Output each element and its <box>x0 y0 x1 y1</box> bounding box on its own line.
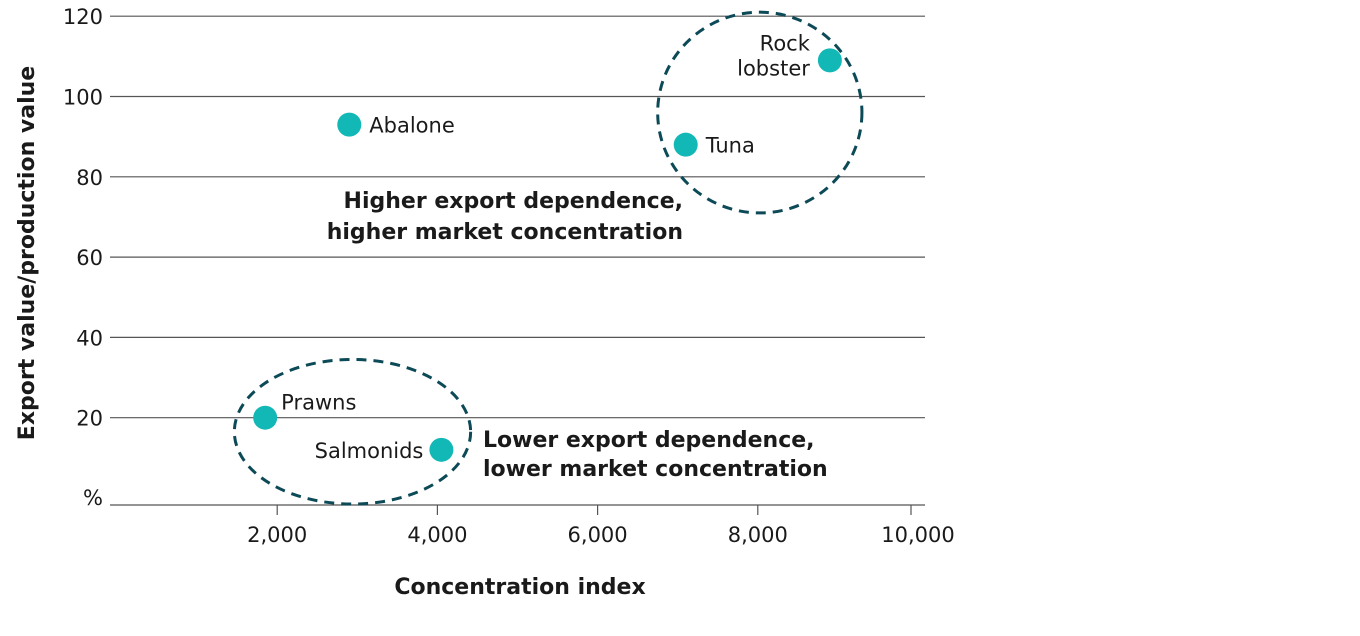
point-label: Salmonids <box>315 439 424 463</box>
x-tick-label: 10,000 <box>881 523 954 547</box>
point-label: Abalone <box>369 114 454 138</box>
y-tick-label: 60 <box>76 246 103 270</box>
annotation-higher: Higher export dependence, <box>344 189 683 214</box>
y-unit-label: % <box>83 486 103 510</box>
point-label: Prawns <box>281 391 356 415</box>
y-tick-label: 120 <box>63 5 103 29</box>
data-point <box>429 437 454 462</box>
x-tick-label: 8,000 <box>728 523 788 547</box>
group-ellipse <box>232 357 473 506</box>
annotation-higher: higher market concentration <box>327 220 683 245</box>
x-axis-title: Concentration index <box>394 575 645 600</box>
data-point <box>337 112 362 137</box>
point-label: Tuna <box>705 134 755 158</box>
y-tick-label: 40 <box>76 326 103 350</box>
y-tick-label: 80 <box>76 166 103 190</box>
y-tick-label: 100 <box>63 86 103 110</box>
point-label: Rock <box>760 31 811 55</box>
data-point <box>673 132 698 157</box>
annotation-lower: lower market concentration <box>483 457 828 482</box>
data-point <box>817 48 842 73</box>
group-ellipse <box>656 10 864 215</box>
point-label: lobster <box>737 56 810 80</box>
y-tick-label: 20 <box>76 407 103 431</box>
x-tick-label: 4,000 <box>407 523 467 547</box>
x-tick-label: 6,000 <box>568 523 628 547</box>
x-tick-label: 2,000 <box>247 523 307 547</box>
data-point <box>253 405 278 430</box>
annotation-lower: Lower export dependence, <box>483 428 815 453</box>
y-axis-title: Export value/production value <box>15 66 40 440</box>
